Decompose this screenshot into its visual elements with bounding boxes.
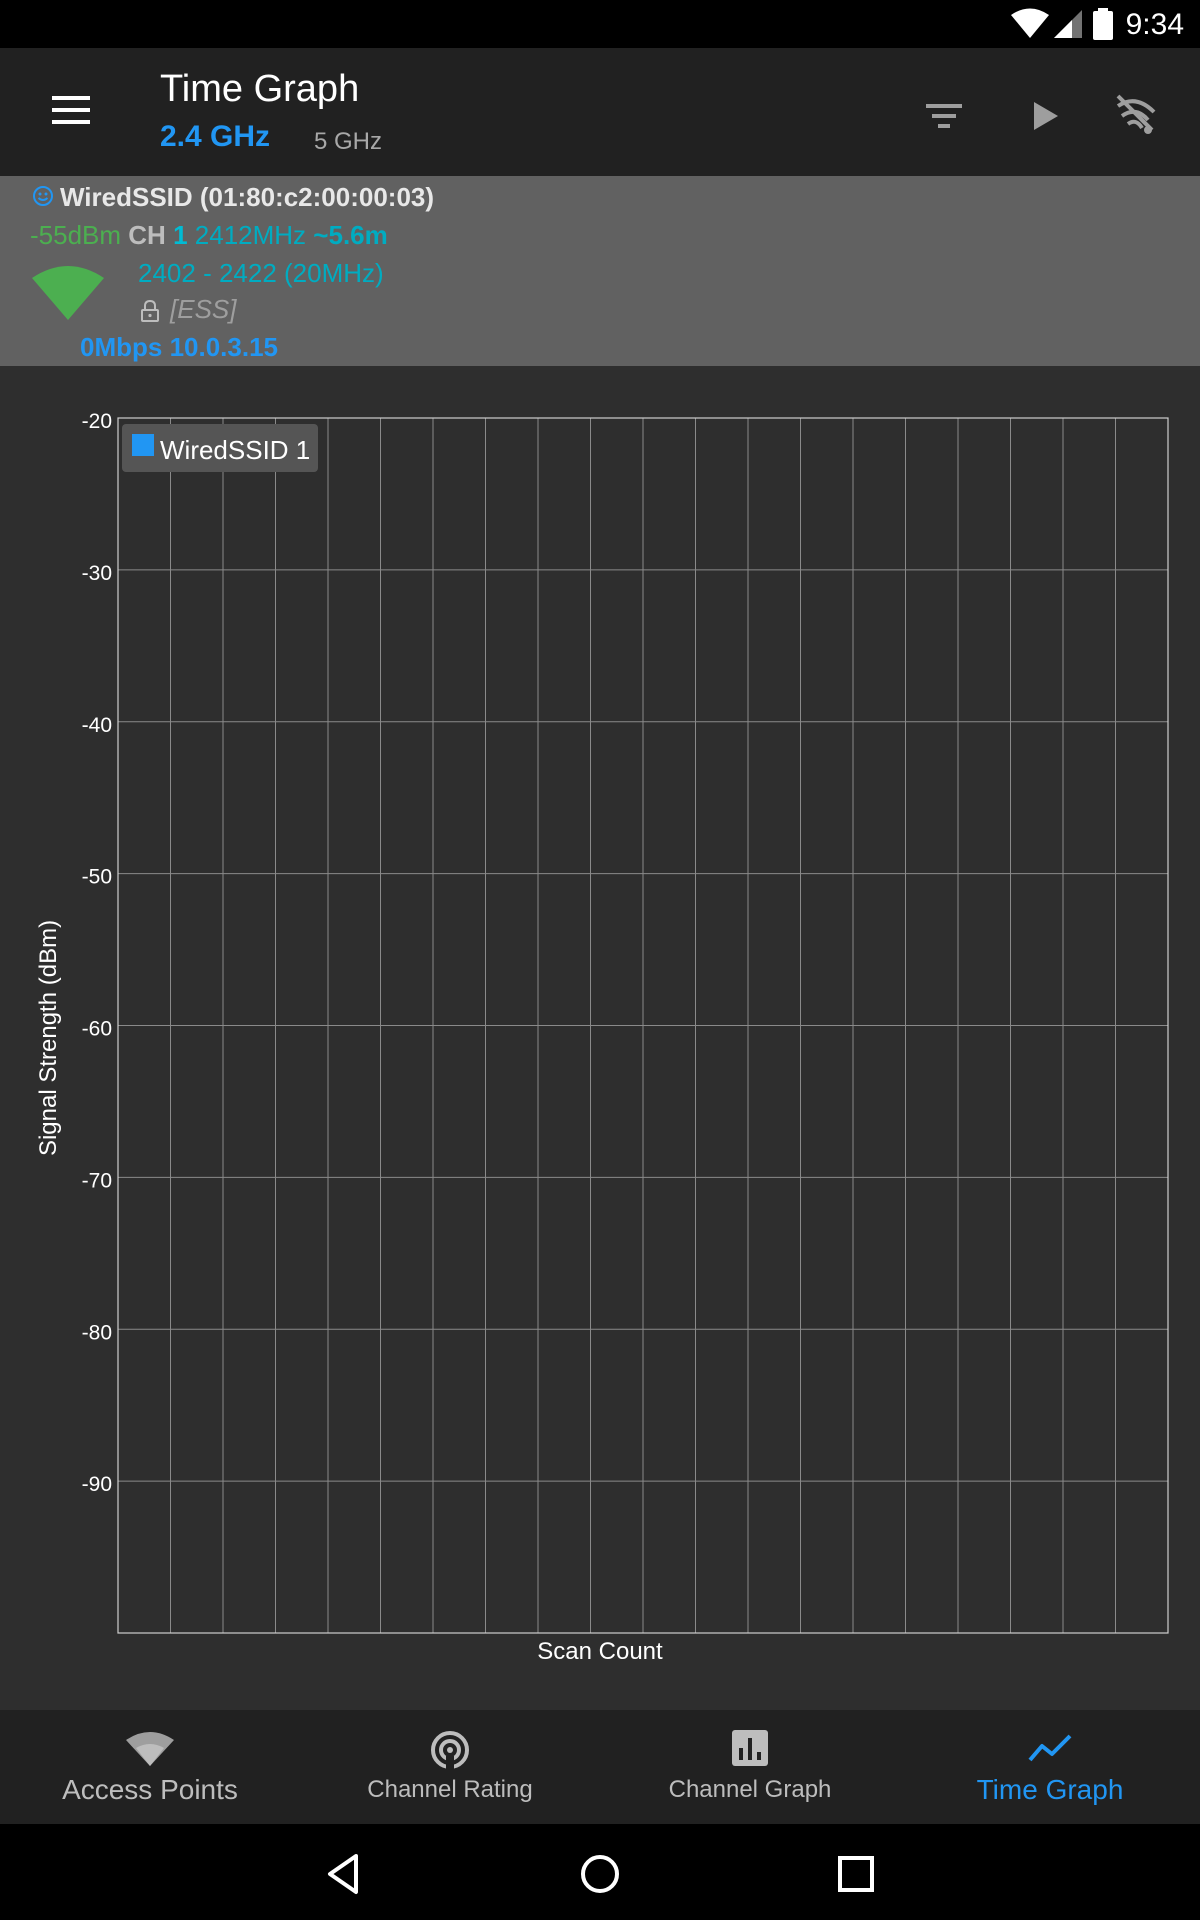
legend-swatch bbox=[132, 434, 154, 456]
status-time: 9:34 bbox=[1125, 8, 1184, 41]
ap-ssid-row: WiredSSID (01:80:c2:00:00:03) bbox=[32, 182, 434, 213]
wifi-scan-toggle-button[interactable] bbox=[1112, 90, 1160, 138]
nav-channel-graph[interactable]: Channel Graph bbox=[600, 1710, 900, 1824]
nav-access-points[interactable]: Access Points bbox=[0, 1710, 300, 1824]
ap-details-row: -55dBm CH 1 2412MHz ~5.6m bbox=[30, 220, 388, 251]
cell-signal-icon bbox=[1054, 10, 1082, 38]
access-point-info[interactable]: WiredSSID (01:80:c2:00:00:03) -55dBm CH … bbox=[0, 176, 1200, 366]
filter-button[interactable] bbox=[920, 92, 968, 140]
ap-ssid: WiredSSID (01:80:c2:00:00:03) bbox=[60, 182, 435, 212]
legend-background bbox=[122, 424, 318, 472]
chart-y-tick-label: -20 bbox=[82, 410, 112, 433]
chart-y-axis-label: Signal Strength (dBm) bbox=[35, 920, 62, 1156]
ap-channel: 1 bbox=[173, 220, 188, 250]
wifi-icon bbox=[126, 1732, 174, 1766]
nav-channel-rating[interactable]: Channel Rating bbox=[300, 1710, 600, 1824]
chart-y-tick-label: -80 bbox=[82, 1321, 112, 1344]
ap-frequency: 2412MHz bbox=[194, 220, 307, 250]
menu-button[interactable] bbox=[40, 88, 104, 138]
play-scan-button[interactable] bbox=[1020, 92, 1068, 140]
chart-y-tick-label: -50 bbox=[82, 866, 112, 889]
timeline-icon bbox=[1028, 1734, 1072, 1762]
page-title: Time Graph bbox=[160, 68, 360, 110]
chart-svg: -20 -30 -40 -50 -60 -70 -80 -90 WiredSSID 1 Sca… bbox=[35, 410, 1169, 1665]
ap-channel-label: CH bbox=[128, 220, 166, 250]
nav-channel-graph-label: Channel Graph bbox=[668, 1776, 832, 1803]
wifi-status-icon bbox=[1011, 8, 1049, 38]
chart-y-tick-label: -30 bbox=[82, 562, 112, 585]
battery-icon bbox=[1093, 8, 1113, 40]
chart-y-tick-label: -40 bbox=[82, 714, 112, 737]
recents-icon[interactable] bbox=[828, 1846, 884, 1902]
channel-rating-icon bbox=[431, 1731, 469, 1770]
ap-distance: ~5.6m bbox=[313, 220, 388, 250]
bar-chart-icon bbox=[732, 1730, 768, 1766]
system-navigation-bar bbox=[0, 1824, 1200, 1920]
legend: WiredSSID 1 bbox=[122, 424, 318, 472]
nav-time-graph[interactable]: Time Graph bbox=[900, 1710, 1200, 1824]
bottom-navigation: Access Points Channel Rating Channel Gra… bbox=[0, 1710, 1200, 1824]
back-icon[interactable] bbox=[316, 1846, 372, 1902]
band-2-4ghz-tab[interactable]: 2.4 GHz bbox=[160, 120, 271, 153]
play-icon bbox=[1034, 102, 1058, 130]
chart-y-tick-label: -70 bbox=[82, 1169, 112, 1192]
hamburger-menu-icon bbox=[52, 96, 90, 124]
filter-icon bbox=[926, 104, 962, 128]
chart-plot-border bbox=[117, 417, 1169, 1634]
status-bar: 9:34 bbox=[0, 0, 1200, 48]
chart-y-tick-label: -60 bbox=[82, 1018, 112, 1041]
lock-icon bbox=[141, 300, 159, 322]
chart-y-tick-label: -90 bbox=[82, 1473, 112, 1496]
band-5ghz-tab[interactable]: 5 GHz bbox=[314, 128, 383, 155]
wifi-scan-off-icon bbox=[1116, 94, 1156, 134]
ap-signal-strength: -55dBm bbox=[30, 220, 122, 250]
wifi-signal-strength-icon bbox=[32, 266, 104, 320]
ap-frequency-range: 2402 - 2422 (20MHz) bbox=[138, 258, 384, 288]
time-graph-chart[interactable]: -20 -30 -40 -50 -60 -70 -80 -90 WiredSSID 1 Sca… bbox=[0, 366, 1200, 1710]
ap-capabilities: [ESS] bbox=[170, 294, 237, 324]
legend-series-name: WiredSSID 1 bbox=[160, 435, 310, 465]
home-icon[interactable] bbox=[572, 1846, 628, 1902]
chart-x-axis-label: Scan Count bbox=[537, 1638, 663, 1665]
nav-channel-rating-label: Channel Rating bbox=[367, 1776, 533, 1803]
ap-rate-ip: 0Mbps 10.0.3.15 bbox=[80, 332, 278, 362]
nav-time-graph-label: Time Graph bbox=[976, 1774, 1124, 1805]
app-bar: Time Graph 2.4 GHz 5 GHz bbox=[0, 48, 1200, 176]
smiley-icon bbox=[33, 186, 53, 206]
nav-access-points-label: Access Points bbox=[62, 1774, 238, 1805]
